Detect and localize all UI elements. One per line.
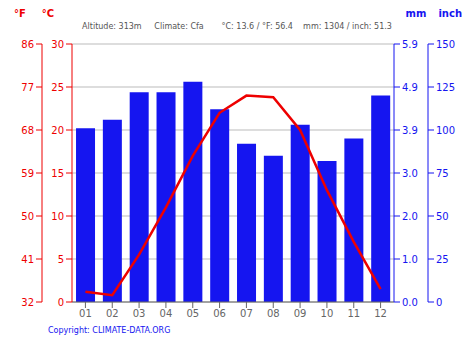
- svg-text:150: 150: [436, 39, 455, 50]
- svg-text:68: 68: [21, 125, 34, 136]
- svg-text:41: 41: [21, 254, 34, 265]
- svg-text:5: 5: [58, 254, 64, 265]
- svg-text:11: 11: [347, 308, 360, 319]
- html-text:°F: °F: [14, 8, 26, 19]
- svg-text:09: 09: [294, 308, 307, 319]
- svg-text:15: 15: [51, 168, 64, 179]
- svg-text:50: 50: [21, 211, 34, 222]
- svg-text:12: 12: [374, 308, 387, 319]
- svg-text:07: 07: [240, 308, 253, 319]
- svg-text:100: 100: [436, 125, 455, 136]
- svg-text:59: 59: [21, 168, 34, 179]
- svg-text:3.0: 3.0: [402, 168, 418, 179]
- svg-text:77: 77: [21, 82, 34, 93]
- svg-text:02: 02: [106, 308, 119, 319]
- html-text:°C: °C: [41, 8, 55, 19]
- svg-text:0: 0: [436, 297, 442, 308]
- svg-text:50: 50: [436, 211, 449, 222]
- svg-text:04: 04: [160, 308, 173, 319]
- svg-text:30: 30: [51, 39, 64, 50]
- html-text:Altitude: 313m Climate: Cfa °C: Altitude: 313m Climate: Cfa °C: 13.6 / °…: [82, 22, 392, 31]
- html-text:mm: mm: [405, 8, 427, 19]
- svg-text:0: 0: [58, 297, 64, 308]
- svg-text:06: 06: [213, 308, 226, 319]
- svg-text:10: 10: [51, 211, 64, 222]
- svg-text:25: 25: [436, 254, 449, 265]
- svg-text:3.9: 3.9: [402, 125, 418, 136]
- svg-text:75: 75: [436, 168, 449, 179]
- svg-text:10: 10: [321, 308, 334, 319]
- svg-text:20: 20: [51, 125, 64, 136]
- svg-text:5.9: 5.9: [402, 39, 418, 50]
- svg-text:32: 32: [21, 297, 34, 308]
- svg-text:05: 05: [186, 308, 199, 319]
- svg-text:1.0: 1.0: [402, 254, 418, 265]
- svg-text:4.9: 4.9: [402, 82, 418, 93]
- svg-text:01: 01: [79, 308, 92, 319]
- svg-text:0.0: 0.0: [402, 297, 418, 308]
- html-text:inch: inch: [438, 8, 462, 19]
- svg-text:03: 03: [133, 308, 146, 319]
- svg-text:125: 125: [436, 82, 455, 93]
- svg-text:2.0: 2.0: [402, 211, 418, 222]
- html-text:Copyright: CLIMATE-DATA.ORG: Copyright: CLIMATE-DATA.ORG: [48, 326, 171, 335]
- svg-text:08: 08: [267, 308, 280, 319]
- svg-text:86: 86: [21, 39, 34, 50]
- svg-text:25: 25: [51, 82, 64, 93]
